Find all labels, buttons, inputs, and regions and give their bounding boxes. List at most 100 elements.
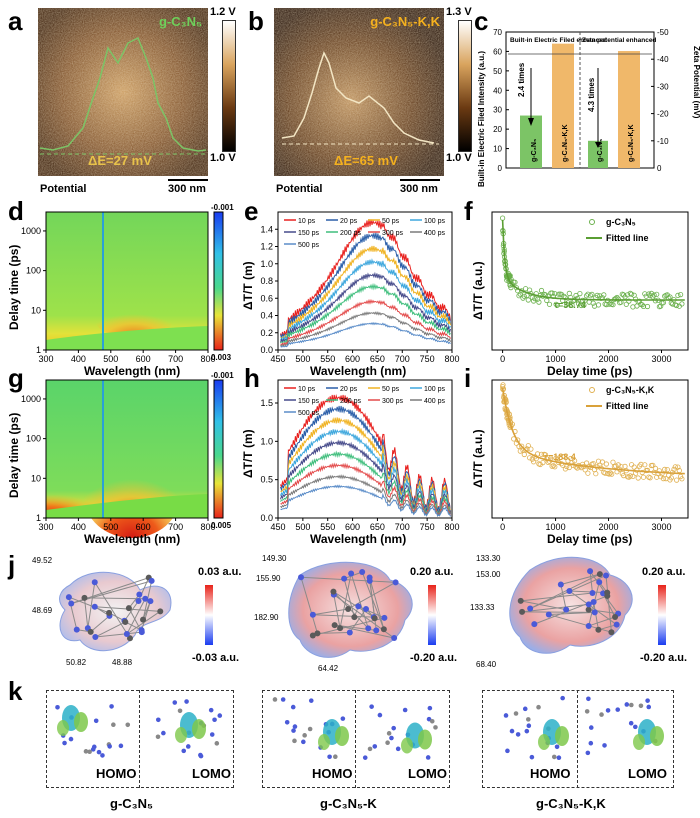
g-ytick: 10 <box>31 473 41 483</box>
chart-h-legend: 10 ps 20 ps 50 ps 100 ps 150 ps 200 ps 300 ps 4… <box>284 386 446 417</box>
e-series-line <box>280 282 451 344</box>
h-xtick: 450 <box>270 522 285 532</box>
e-legend-item: 20 ps <box>340 218 358 225</box>
chart-c-legend-left: Built-in Electric Filed enhanced <box>510 37 607 44</box>
chart-d-cmin: 0.003 <box>211 353 232 362</box>
chart-c-y2tick: 0 <box>657 164 662 173</box>
scale-text-b: 300 nm <box>400 183 438 195</box>
e-series-line <box>280 219 451 339</box>
f-point <box>565 300 571 306</box>
chart-c-arrow2: 4.3 times <box>587 77 596 112</box>
esp-bottom-2: -0.20 a.u. <box>410 652 457 664</box>
g-xtick: 600 <box>136 522 151 532</box>
i-point <box>599 459 605 465</box>
esp-row-j: 0.03 a.u. -0.03 a.u. 49.52 48.69 50.82 4… <box>32 554 687 673</box>
i-point <box>660 476 666 482</box>
chart-c-y2tick: -10 <box>657 137 669 146</box>
g-xtick: 700 <box>168 522 183 532</box>
f-point <box>536 299 542 305</box>
i-point <box>640 474 647 480</box>
e-series-line <box>280 232 451 340</box>
i-point <box>584 460 590 466</box>
i-point <box>630 473 636 480</box>
d-ytick: 10 <box>31 305 41 315</box>
chart-c-left-axis: Built-in Electric Filed Intensity (a.u.) <box>477 51 486 187</box>
panel-label-c: c <box>474 6 489 36</box>
chart-c-ytick: 30 <box>493 106 502 115</box>
i-point <box>552 464 558 470</box>
esp-colorbar-2 <box>428 585 436 645</box>
scale-text-a: 300 nm <box>168 183 206 195</box>
scalebar-a <box>168 179 208 181</box>
e-xtick: 800 <box>444 354 459 364</box>
panel-label-g: g <box>8 363 24 393</box>
esp-val-3-1: 153.00 <box>476 570 501 579</box>
f-point <box>527 287 533 293</box>
i-point <box>647 475 653 481</box>
chart-g-yticks: 1 10 100 1000 <box>21 394 46 523</box>
e-legend-item: 50 ps <box>382 218 400 225</box>
esp-val-3-2: 133.33 <box>470 603 495 612</box>
afm-delta-b: ΔE=65 mV <box>334 153 398 168</box>
bar-c-4 <box>618 51 640 168</box>
f-point <box>521 293 527 299</box>
potential-label-b: Potential <box>276 183 323 195</box>
esp-top-2: 0.20 a.u. <box>410 566 453 578</box>
esp-val-2-1: 155.90 <box>256 574 281 583</box>
e-series-line <box>280 271 451 344</box>
afm-svg-b <box>274 8 444 176</box>
chart-f-frame <box>491 211 689 351</box>
f-point <box>574 295 580 302</box>
h-series-line <box>280 450 451 516</box>
f-point <box>679 301 685 307</box>
chart-c-ytick: 60 <box>493 47 502 56</box>
chart-i-fit <box>501 387 685 475</box>
i-point <box>540 460 546 466</box>
esp-val-1-0: 49.52 <box>32 556 53 565</box>
f-point <box>535 296 541 302</box>
i-xtick: 3000 <box>651 522 671 532</box>
d-xtick: 600 <box>136 354 151 364</box>
h-ytick: 1.0 <box>260 436 273 446</box>
i-point <box>662 466 668 473</box>
f-point <box>623 301 629 307</box>
chart-c-ytick: 20 <box>493 125 502 134</box>
h-legend-item: 400 ps <box>424 398 446 405</box>
g-xtick: 800 <box>200 522 215 532</box>
homo-label-2: HOMO <box>312 766 353 781</box>
chart-g: 300 400 500 600 700 800 1 10 100 1000 -0.001 0.0… <box>7 371 234 546</box>
chart-c-right-ticks: 0 -10 -20 -30 -40 -50 <box>651 28 669 173</box>
i-point <box>631 464 637 470</box>
h-legend-item: 10 ps <box>298 386 316 393</box>
chart-e-xlabel: Wavelength (nm) <box>310 364 406 378</box>
i-point <box>664 467 670 473</box>
f-point <box>646 291 652 297</box>
d-xtick: 400 <box>71 354 86 364</box>
e-series-line <box>280 258 451 342</box>
f-point <box>581 302 587 308</box>
orbital-divider-2 <box>355 690 356 788</box>
i-point <box>675 464 681 470</box>
chart-i-xticks: 0 1000 2000 3000 <box>500 518 672 532</box>
chart-e-curves <box>280 219 451 348</box>
chart-c-barlabel-1: g-C₃N₅ <box>531 139 538 162</box>
chart-c-barlabel-2: g-C₃N₅-K,K <box>562 124 569 162</box>
chart-c-ytick: 70 <box>493 28 502 37</box>
chart-c-y2tick: -20 <box>657 110 669 119</box>
f-point <box>654 291 660 297</box>
g-ytick: 1 <box>36 513 41 523</box>
f-point <box>633 296 639 302</box>
f-point <box>546 301 553 307</box>
f-point <box>562 295 569 301</box>
e-ytick: 0.2 <box>260 328 273 338</box>
i-point <box>639 469 645 476</box>
lomo-label-2: LOMO <box>408 766 447 781</box>
f-point <box>594 292 600 299</box>
e-legend-item: 300 ps <box>382 230 404 237</box>
f-point <box>590 300 596 306</box>
h-xtick: 600 <box>345 522 360 532</box>
esp-val-3-0: 133.30 <box>476 554 501 563</box>
d-xtick: 500 <box>103 354 118 364</box>
esp-val-2-0: 149.30 <box>262 554 287 563</box>
bar-c-3 <box>588 140 608 168</box>
